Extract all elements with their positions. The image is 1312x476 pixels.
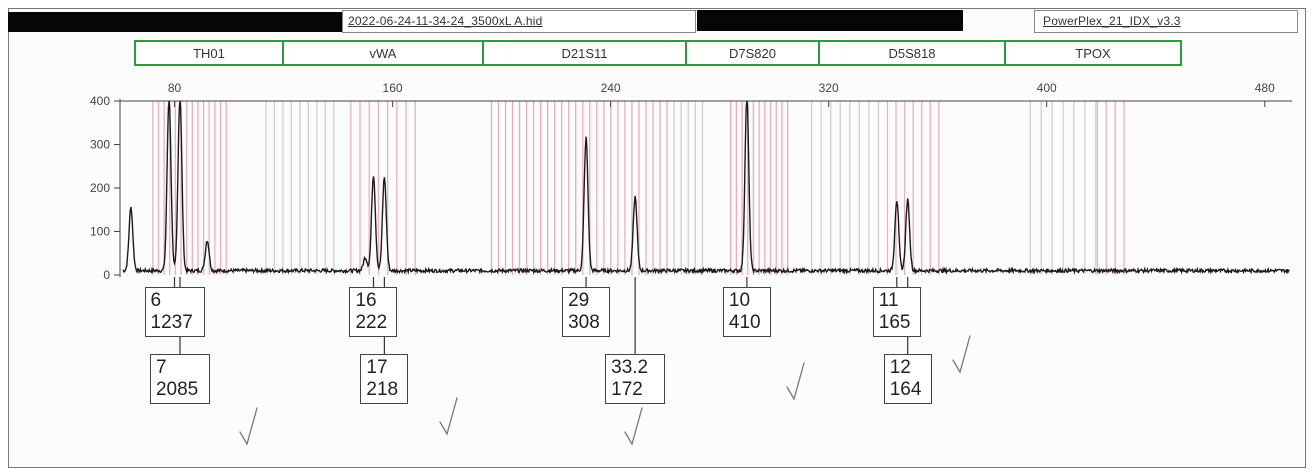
kit-name-text: PowerPlex_21_IDX_v3.3 — [1043, 14, 1181, 28]
trace — [122, 100, 1290, 275]
filename-text: 2022-06-24-11-34-24_3500xL A.hid — [348, 14, 543, 28]
redacted-block-left — [8, 12, 342, 32]
allele-call-allele: 6 — [150, 290, 162, 311]
handwritten-checkmark — [952, 335, 971, 374]
y-tick-label: 400 — [90, 94, 110, 108]
allele-call-value: 410 — [728, 312, 761, 333]
allele-call-allele: 10 — [728, 290, 751, 311]
handwritten-checkmark — [239, 407, 258, 446]
x-tick-label: 320 — [819, 81, 839, 95]
allele-call-label: 10 410 — [722, 287, 771, 337]
handwritten-checkmark — [439, 397, 458, 436]
locus-tpox: TPOX — [1004, 40, 1182, 66]
allele-bins — [152, 101, 1125, 275]
allele-call-value: 2085 — [155, 379, 199, 400]
allele-call-allele: 7 — [155, 357, 167, 378]
checkmarks — [239, 335, 971, 446]
x-tick-label: 400 — [1037, 81, 1057, 95]
allele-call-value: 172 — [611, 379, 643, 400]
allele-call-allele: 12 — [889, 357, 911, 378]
allele-call-label: 11 165 — [872, 287, 921, 337]
handwritten-checkmark — [786, 362, 805, 401]
x-tick-label: 160 — [383, 81, 403, 95]
y-tick-label: 200 — [90, 181, 110, 195]
allele-leader-lines — [173, 277, 909, 354]
allele-call-value: 222 — [355, 312, 388, 333]
x-tick-label: 240 — [601, 81, 621, 95]
kit-box — [1034, 10, 1298, 33]
allele-call-label: 7 2085 — [149, 354, 210, 404]
x-tick-label: 80 — [168, 81, 182, 95]
locus-d5s818: D5S818 — [818, 40, 1006, 66]
locus-d21s11: D21S11 — [482, 40, 687, 66]
allele-call-allele: 17 — [366, 357, 388, 378]
allele-call-allele: 33.2 — [611, 357, 649, 378]
filename-box — [342, 10, 696, 33]
allele-call-allele: 11 — [878, 290, 899, 311]
locus-vwa: vWA — [282, 40, 484, 66]
locus-th01: TH01 — [134, 40, 284, 66]
redacted-block-middle — [697, 10, 963, 31]
allele-call-label: 6 1237 — [144, 287, 205, 337]
y-tick-label: 100 — [90, 225, 110, 239]
allele-call-value: 218 — [366, 379, 399, 400]
y-tick-label: 0 — [103, 268, 110, 282]
allele-call-label: 17 218 — [360, 354, 409, 404]
allele-call-label: 33.2 172 — [605, 354, 666, 404]
allele-call-label: 29 308 — [562, 287, 611, 337]
axes: 0 100 200 300 400 80 160 240 320 400 480 — [90, 81, 1292, 282]
allele-call-value: 308 — [568, 312, 600, 333]
header-bar: 2022-06-24-11-34-24_3500xL A.hid PowerPl… — [8, 10, 1305, 33]
allele-call-value: 164 — [889, 379, 922, 400]
trace-line — [122, 100, 1290, 275]
locus-d7s820: D7S820 — [685, 40, 820, 66]
allele-call-label: 12 164 — [883, 354, 932, 404]
allele-call-label: 16 222 — [349, 287, 398, 337]
y-tick-label: 300 — [90, 138, 110, 152]
handwritten-checkmark — [624, 407, 643, 446]
allele-call-value: 1237 — [150, 312, 193, 333]
x-tick-label: 480 — [1255, 81, 1275, 95]
allele-call-allele: 29 — [568, 290, 590, 311]
allele-call-allele: 16 — [355, 290, 377, 311]
allele-call-value: 165 — [878, 312, 911, 333]
